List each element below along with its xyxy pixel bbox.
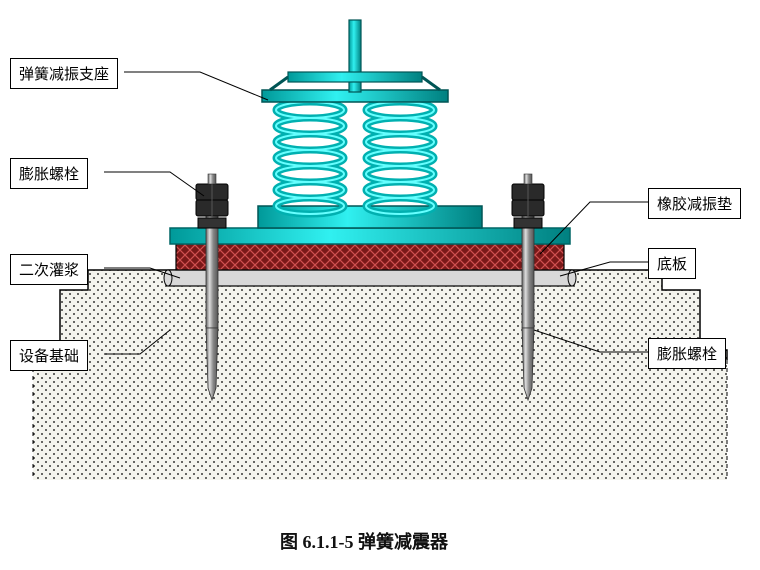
label-exp-bolt-bot: 膨胀螺栓 [648, 338, 726, 369]
label-base-plate: 底板 [648, 248, 696, 279]
top-cyan-plate [170, 228, 570, 244]
foundation-block [33, 270, 727, 480]
figure-caption: 图 6.1.1-5 弹簧减震器 [280, 528, 448, 554]
tee-bar [288, 72, 422, 82]
spring-right [366, 102, 434, 214]
label-grout: 二次灌浆 [10, 254, 88, 285]
spring-left [276, 102, 344, 214]
label-rubber-pad: 橡胶减振垫 [648, 188, 741, 219]
diagram-canvas: 弹簧减振支座 膨胀螺栓 二次灌浆 设备基础 橡胶减振垫 底板 膨胀螺栓 图 6.… [0, 0, 760, 570]
label-spring-mount: 弹簧减振支座 [10, 58, 118, 89]
rubber-pad [176, 244, 564, 270]
label-foundation: 设备基础 [10, 340, 88, 371]
grout-layer [168, 270, 572, 286]
label-exp-bolt-top: 膨胀螺栓 [10, 158, 88, 189]
